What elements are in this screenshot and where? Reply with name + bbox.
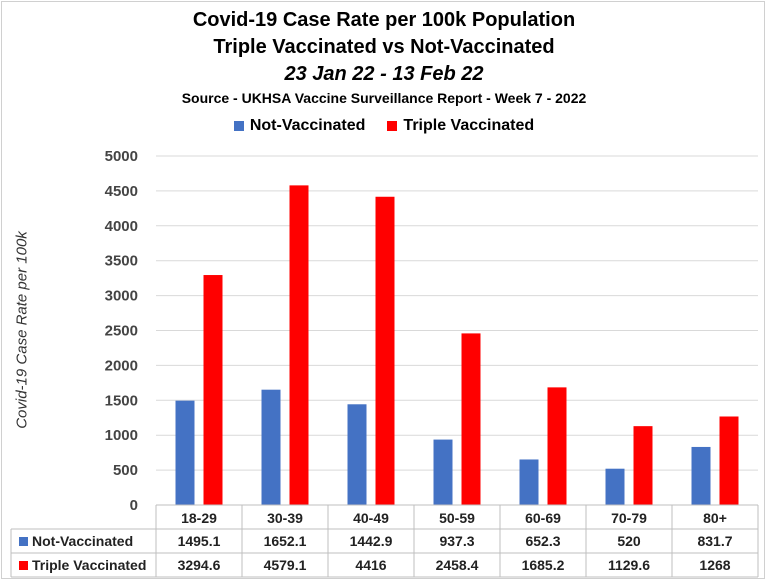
x-category-label: 30-39 <box>267 510 303 526</box>
y-tick-label: 2500 <box>105 323 138 340</box>
x-category-label: 50-59 <box>439 510 475 526</box>
y-tick-label: 0 <box>130 497 138 514</box>
y-tick-label: 3000 <box>105 288 138 305</box>
data-value-label: 831.7 <box>697 533 732 549</box>
bar-triple-vaccinated <box>375 196 395 506</box>
bar-triple-vaccinated <box>719 416 739 505</box>
y-tick-label: 5000 <box>105 148 138 165</box>
y-tick-label: 4000 <box>105 218 138 235</box>
data-value-label: 3294.6 <box>178 557 221 573</box>
legend-label-not-vaccinated: Not-Vaccinated <box>249 117 366 134</box>
bar-not-vaccinated <box>347 404 367 505</box>
x-category-label: 18-29 <box>181 510 217 526</box>
data-value-label: 1495.1 <box>178 533 221 549</box>
chart-source: Source - UKHSA Vaccine Surveillance Repo… <box>181 90 587 106</box>
bar-triple-vaccinated <box>547 387 567 505</box>
x-category-label: 70-79 <box>611 510 647 526</box>
y-tick-label: 4500 <box>105 183 138 200</box>
bar-triple-vaccinated <box>461 333 481 505</box>
legend-item-not-vaccinated: Not-Vaccinated <box>233 117 366 135</box>
bar-triple-vaccinated <box>633 426 653 505</box>
data-value-label: 1442.9 <box>350 533 393 549</box>
data-value-label: 1685.2 <box>522 557 565 573</box>
legend-item-triple-vaccinated: Triple Vaccinated <box>387 117 534 135</box>
y-tick-label: 1500 <box>105 392 138 409</box>
data-value-label: 652.3 <box>525 533 560 549</box>
y-tick-label: 2000 <box>105 357 138 374</box>
bar-not-vaccinated <box>605 468 625 505</box>
data-value-label: 937.3 <box>439 533 474 549</box>
legend-swatch-triple-vaccinated <box>387 121 398 131</box>
x-category-label: 80+ <box>703 510 727 526</box>
x-category-label: 60-69 <box>525 510 561 526</box>
bar-not-vaccinated <box>691 446 711 505</box>
data-value-label: 1129.6 <box>608 557 650 573</box>
y-tick-label: 3500 <box>105 253 138 270</box>
legend-label-triple-vaccinated: Triple Vaccinated <box>403 117 535 134</box>
data-value-label: 520 <box>617 533 641 549</box>
data-value-label: 1652.1 <box>264 533 307 549</box>
x-category-label: 40-49 <box>353 510 389 526</box>
table-legend-key <box>19 537 28 546</box>
data-value-label: 4416 <box>355 557 386 573</box>
bar-triple-vaccinated <box>203 275 223 505</box>
bar-not-vaccinated <box>519 459 539 505</box>
bar-not-vaccinated <box>433 439 453 505</box>
table-row-label: Not-Vaccinated <box>32 533 133 549</box>
chart-legend: Not-Vaccinated Triple Vaccinated <box>0 117 768 135</box>
bar-triple-vaccinated <box>289 185 309 505</box>
y-tick-label: 500 <box>113 462 138 479</box>
data-value-label: 2458.4 <box>436 557 479 573</box>
bar-not-vaccinated <box>175 400 195 505</box>
bar-not-vaccinated <box>261 389 281 505</box>
y-tick-label: 1000 <box>105 427 138 444</box>
chart-title: Covid-19 Case Rate per 100k Population <box>192 9 576 31</box>
chart-subtitle: Triple Vaccinated vs Not-Vaccinated <box>213 36 555 58</box>
data-value-label: 4579.1 <box>264 557 307 573</box>
data-value-label: 1268 <box>699 557 730 573</box>
table-row-label: Triple Vaccinated <box>32 557 146 573</box>
chart-date-range: 23 Jan 22 - 13 Feb 22 <box>284 63 484 85</box>
table-legend-key <box>19 561 28 570</box>
legend-swatch-not-vaccinated <box>233 121 244 131</box>
